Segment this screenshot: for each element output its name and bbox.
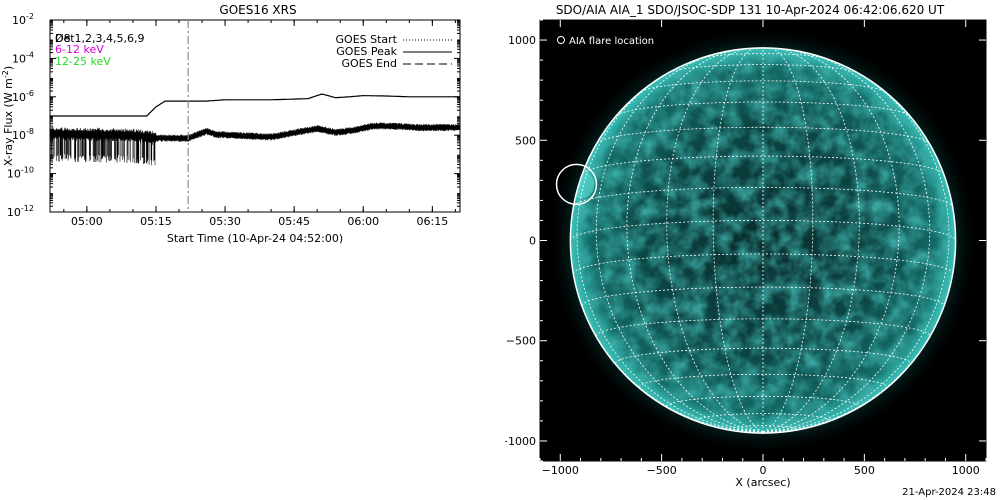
aia-x-tick-label: −500 [647, 464, 677, 477]
goes-y-tick-label: 10-12 [7, 204, 34, 219]
goes-y-tick-exp: -6 [26, 89, 34, 98]
goes-y-tick-base: 10 [12, 129, 26, 142]
goes-y-tick-exp: -2 [26, 12, 34, 21]
aia-flare-location-marker [555, 163, 598, 206]
aia-axis-ticks: −1000 −500 0 500 1000 −1000 −500 0 500 1000 [505, 19, 987, 477]
aia-y-tick-label: 1000 [508, 34, 536, 47]
aia-grid-latitude-line [700, 53, 826, 59]
goes-x-tick-label: 05:45 [278, 215, 310, 228]
goes-traces [49, 20, 461, 212]
legend-goes-end: GOES End [341, 57, 397, 70]
aia-grid-longitude-line [762, 48, 900, 433]
goes-y-tick-base: 10 [7, 168, 21, 181]
aia-x-tick-label: 0 [760, 464, 767, 477]
aia-grid-latitude-line [573, 187, 953, 207]
ylabel-close: ) [2, 66, 15, 70]
goes-x-tick-label: 05:30 [209, 215, 241, 228]
goes-y-tick-base: 10 [12, 14, 26, 27]
aia-grid-latitude-line [666, 395, 860, 407]
goes-y-tick-label: 10-8 [12, 127, 34, 142]
goes-y-tick-label: 10-4 [12, 50, 34, 65]
goes-y-tick-exp: -4 [26, 50, 34, 59]
channel-label-12-25: 12-25 keV [55, 55, 111, 68]
aia-grid-longitude-line [576, 63, 764, 433]
goes-y-tick-exp: -10 [21, 166, 34, 175]
legend-flare-marker-icon [557, 36, 565, 44]
aia-grid-latitude-line [570, 220, 956, 241]
legend-flare-location: AIA flare location [569, 36, 654, 47]
goes-x-tick-label: 05:00 [71, 215, 103, 228]
goes-y-tick-exp: -8 [26, 127, 34, 136]
aia-grid-longitude-line [762, 63, 950, 433]
aia-grid-latitude-line [696, 413, 830, 421]
goes-peak-trace [50, 93, 460, 117]
aia-x-tick-label: 1000 [952, 464, 980, 477]
aia-y-tick-label: −1000 [505, 435, 536, 448]
aia-limb-outline [569, 47, 957, 434]
channel-label-det: Det1,2,3,4,5,6,9 [55, 32, 145, 45]
goes-y-tick-label: 10-6 [12, 89, 34, 104]
aia-grid-latitude-line [596, 126, 930, 144]
goes-y-tick-base: 10 [12, 52, 26, 65]
aia-y-tick-label: −500 [506, 335, 536, 348]
ylabel-sup: -2 [1, 70, 10, 78]
goes-xrs-chart: GOES16 XRS 05:00 05:15 05:30 05:45 06:00 06:1… [1, 3, 461, 245]
aia-grid-longitude-line [666, 48, 764, 433]
goes-y-tick-label: 10-10 [7, 166, 34, 181]
goes-y-tick-base: 10 [7, 206, 21, 219]
aia-x-tick-label: 500 [854, 464, 875, 477]
aia-grid-longitude-line [762, 47, 814, 433]
aia-disk-texture [570, 47, 956, 434]
goes-x-axis-label: Start Time (10-Apr-24 04:52:00) [167, 232, 343, 245]
goes-y-tick-label: 10-2 [12, 12, 34, 27]
aia-x-tick-label: −1000 [542, 464, 579, 477]
aia-title: SDO/AIA AIA_1 SDO/JSOC-SDP 131 10-Apr-20… [556, 3, 945, 17]
goes-x-tick-label: 06:00 [347, 215, 379, 228]
aia-grid-longitude-line [762, 48, 860, 433]
aia-grid-latitude-line [581, 155, 945, 175]
goes-y-tick-base: 10 [12, 91, 26, 104]
goes-x-tick-label: 06:15 [417, 215, 449, 228]
legend-goes-start: GOES Start [336, 33, 398, 46]
goes-x-tick-label: 05:15 [140, 215, 172, 228]
aia-grid-longitude-line [626, 48, 764, 433]
goes-y-tick-exp: -12 [21, 204, 34, 213]
channel-overlay-label: Ø8 [55, 32, 71, 45]
aia-grid-longitude-line [712, 47, 764, 433]
channel-label-6-12: 6-12 keV [55, 43, 104, 56]
aia-x-axis-label: X (arcsec) [735, 476, 790, 489]
goes-title: GOES16 XRS [219, 3, 296, 17]
aia-y-tick-label: 500 [515, 134, 536, 147]
goes-y-axis-label: X-ray Flux (W m-2) [1, 66, 15, 166]
generation-timestamp: 21-Apr-2024 23:48 [902, 487, 996, 498]
ylabel-main: X-ray Flux (W m [2, 78, 15, 166]
legend-goes-peak: GOES Peak [336, 45, 397, 58]
aia-y-tick-label: 0 [529, 235, 536, 248]
goes-low-channel-trace [49, 122, 461, 166]
aia-image-panel: SDO/AIA AIA_1 SDO/JSOC-SDP 131 10-Apr-20… [505, 3, 987, 489]
